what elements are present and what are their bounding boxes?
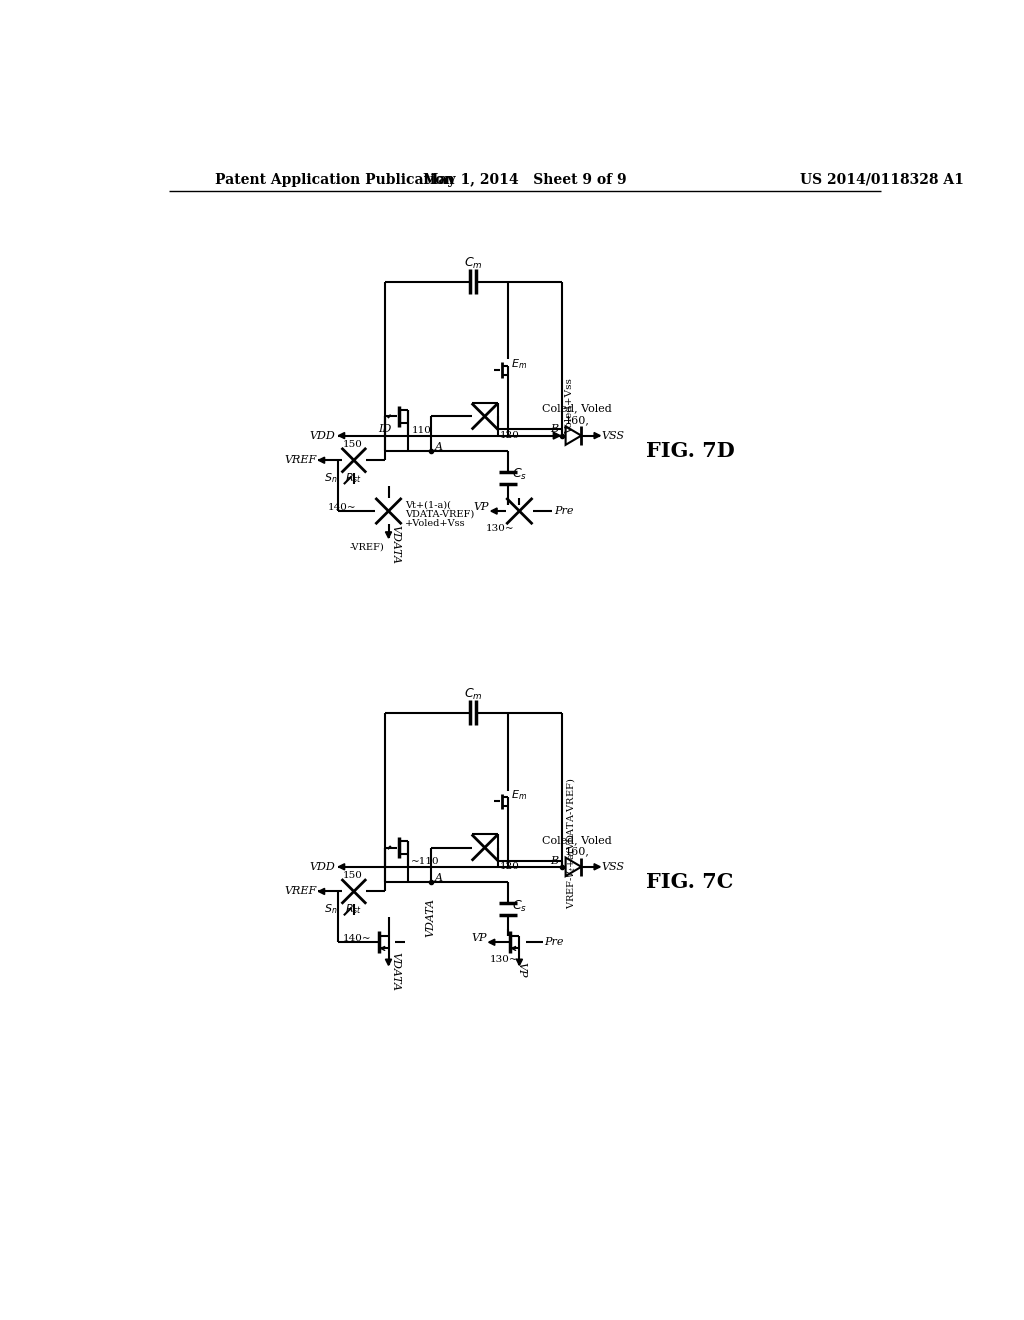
Text: A: A: [435, 442, 442, 453]
Text: B: B: [551, 425, 559, 434]
Text: Vt+(1-a)(: Vt+(1-a)(: [404, 500, 451, 510]
Text: Coled, Voled: Coled, Voled: [543, 404, 612, 413]
Text: VSS: VSS: [602, 430, 625, 441]
Text: VP: VP: [472, 933, 487, 944]
Text: US 2014/0118328 A1: US 2014/0118328 A1: [801, 173, 965, 187]
Text: VSS: VSS: [602, 862, 625, 871]
Polygon shape: [339, 863, 345, 870]
Polygon shape: [488, 940, 495, 945]
Text: $R_{st}$: $R_{st}$: [345, 471, 362, 484]
Text: 130~: 130~: [489, 956, 518, 965]
Text: May 1, 2014   Sheet 9 of 9: May 1, 2014 Sheet 9 of 9: [423, 173, 627, 187]
Text: 120: 120: [500, 862, 520, 871]
Text: 150: 150: [343, 440, 362, 449]
Polygon shape: [516, 960, 522, 965]
Text: VP: VP: [474, 502, 489, 512]
Text: Voled+Vss: Voled+Vss: [565, 379, 573, 434]
Text: +Voled+Vss: +Voled+Vss: [404, 519, 465, 528]
Text: Patent Application Publication: Patent Application Publication: [215, 173, 455, 187]
Text: FIG. 7D: FIG. 7D: [646, 441, 735, 461]
Polygon shape: [594, 433, 600, 438]
Text: VDATA: VDATA: [390, 524, 400, 564]
Text: 160,: 160,: [564, 846, 590, 857]
Text: VREF: VREF: [285, 455, 316, 465]
Text: A: A: [435, 874, 442, 883]
Polygon shape: [553, 432, 560, 440]
Polygon shape: [385, 960, 391, 965]
Polygon shape: [339, 433, 345, 438]
Text: $E_m$: $E_m$: [511, 788, 527, 803]
Text: 120: 120: [500, 432, 520, 440]
Text: $C_m$: $C_m$: [464, 256, 482, 271]
Text: B: B: [551, 855, 559, 866]
Text: VDD: VDD: [309, 430, 336, 441]
Text: VDATA-VREF): VDATA-VREF): [404, 510, 474, 519]
Text: VDATA: VDATA: [426, 898, 436, 937]
Text: 140~: 140~: [343, 935, 372, 942]
Text: VDATA: VDATA: [390, 952, 400, 991]
Polygon shape: [318, 888, 325, 895]
Text: 110: 110: [412, 426, 431, 434]
Text: $C_s$: $C_s$: [512, 467, 527, 482]
Text: Coled, Voled: Coled, Voled: [543, 834, 612, 845]
Text: VP: VP: [516, 962, 526, 978]
Text: VDD: VDD: [309, 862, 336, 871]
Text: 130~: 130~: [485, 524, 514, 533]
Text: FIG. 7C: FIG. 7C: [646, 873, 734, 892]
Text: 160,: 160,: [564, 416, 590, 425]
Text: 150: 150: [343, 871, 362, 879]
Text: VREF-$V_t$+a(VDATA-VREF): VREF-$V_t$+a(VDATA-VREF): [565, 777, 579, 909]
Text: ~110: ~110: [411, 857, 439, 866]
Text: $C_m$: $C_m$: [464, 686, 482, 702]
Text: 140~: 140~: [328, 503, 356, 512]
Polygon shape: [318, 457, 325, 463]
Text: $E_m$: $E_m$: [511, 358, 527, 371]
Polygon shape: [594, 863, 600, 870]
Text: $S_n$: $S_n$: [324, 471, 338, 484]
Text: $C_s$: $C_s$: [512, 899, 527, 913]
Polygon shape: [490, 508, 497, 515]
Text: VREF: VREF: [285, 887, 316, 896]
Polygon shape: [385, 532, 391, 539]
Text: $S_n$: $S_n$: [324, 903, 338, 916]
Text: Pre: Pre: [554, 506, 573, 516]
Text: ID: ID: [378, 424, 391, 434]
Text: Pre: Pre: [544, 937, 563, 948]
Text: -VREF): -VREF): [350, 543, 385, 552]
Text: $R_{st}$: $R_{st}$: [345, 903, 362, 916]
